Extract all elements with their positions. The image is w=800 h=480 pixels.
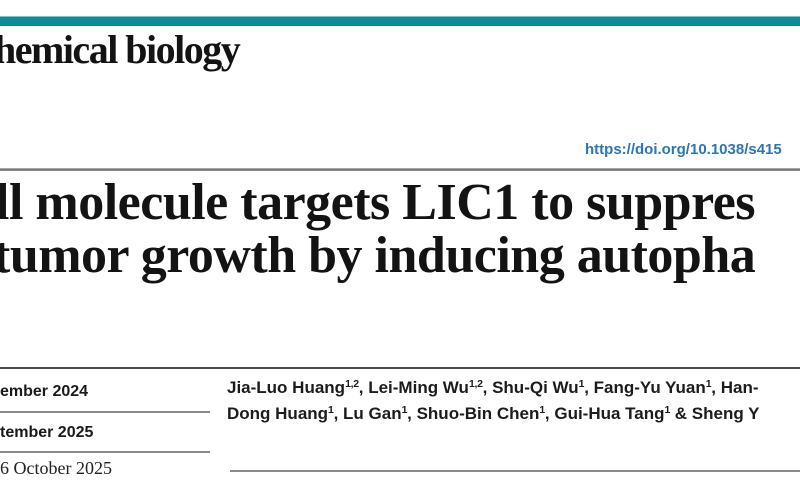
author-affiliation-sup: 1 [578, 378, 585, 390]
author-affiliation-sup: 1,2 [345, 378, 359, 390]
author-list-line-2: Dong Huang1, Lu Gan1, Shuo-Bin Chen1, Gu… [227, 401, 800, 427]
author-name: Dong Huang [227, 404, 329, 423]
author-name: , Han- [711, 378, 759, 397]
author-name: , Shu-Qi Wu [482, 378, 579, 397]
metadata-top-divider [0, 367, 800, 369]
author-name: , Gui-Hua Tang [544, 404, 665, 423]
published-date-fragment: 6 October 2025 [0, 458, 112, 478]
date-divider-1 [0, 411, 210, 413]
author-list-divider [230, 470, 800, 472]
author-list: Jia-Luo Huang1,2, Lei-Ming Wu1,2, Shu-Qi… [227, 375, 800, 427]
journal-name: hemical biology [0, 27, 241, 72]
author-name: , Lei-Ming Wu [358, 378, 469, 397]
author-affiliation-sup: 1 [401, 404, 408, 416]
author-name: & Sheng Y [670, 404, 760, 423]
author-name: , Fang-Yu Yuan [584, 378, 706, 397]
journal-accent-bar [0, 16, 800, 26]
author-list-line-1: Jia-Luo Huang1,2, Lei-Ming Wu1,2, Shu-Qi… [227, 375, 800, 401]
article-title-line-1: ll molecule targets LIC1 to suppres [0, 174, 756, 231]
author-name: , Shuo-Bin Chen [407, 404, 540, 423]
author-name: Jia-Luo Huang [227, 378, 346, 397]
author-affiliation-sup: 1,2 [468, 378, 483, 390]
author-name: , Lu Gan [333, 404, 402, 423]
accepted-date-fragment: tember 2025 [0, 424, 94, 441]
author-affiliation-sup: 1 [664, 404, 671, 416]
author-affiliation-sup: 1 [539, 404, 545, 416]
article-title-line-2: tumor growth by inducing autopha [0, 227, 756, 284]
author-affiliation-sup: 1 [328, 404, 334, 416]
received-date-fragment: ember 2024 [0, 383, 89, 400]
author-affiliation-sup: 1 [705, 378, 712, 390]
header-divider [0, 168, 800, 171]
date-divider-2 [0, 451, 210, 453]
doi-link[interactable]: https://doi.org/10.1038/s415 [585, 141, 782, 158]
